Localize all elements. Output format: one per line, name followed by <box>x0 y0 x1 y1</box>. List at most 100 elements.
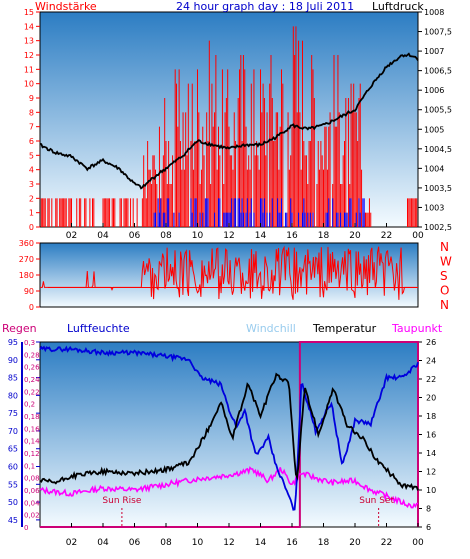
pressure-tick-label: 1007,5 <box>424 28 452 37</box>
pressure-tick-label: 1005 <box>424 125 444 134</box>
rain-tick-label: 0,12 <box>24 450 40 458</box>
wind-tick-label: 0 <box>29 223 34 232</box>
humidity-x-tick-label: 22 <box>381 538 392 548</box>
temperature-tick-label: 18 <box>426 412 436 421</box>
wind-x-tick-label: 08 <box>160 231 172 241</box>
direction-tick-label: 180 <box>19 271 34 280</box>
pressure-tick-label: 1006 <box>424 86 444 95</box>
wind-tick-label: 7 <box>29 123 34 132</box>
humidity-x-tick-label: 06 <box>129 538 141 548</box>
pressure-ticks: 1002,5 1003 1003,5 1004 1004,5 1005 1005,5 1006… <box>418 8 452 232</box>
compass-label: O <box>440 284 449 298</box>
humidity-tick-label: 70 <box>8 427 18 436</box>
wind-tick-label: 12 <box>24 51 34 60</box>
wind-tick-label: 11 <box>24 65 34 74</box>
wind-tick-label: 9 <box>29 94 34 103</box>
wind-gust-bars <box>40 26 418 227</box>
humidity-x-tick-label: 10 <box>192 538 204 548</box>
rain-tick-label: 0,1 <box>24 462 35 470</box>
pressure-tick-label: 1003 <box>424 203 444 212</box>
wind-tick-label: 8 <box>29 108 34 117</box>
rain-tick-label: 0,2 <box>24 401 35 409</box>
pressure-tick-label: 1002,5 <box>424 223 452 232</box>
rain-tick-label: 0,26 <box>24 364 40 372</box>
legend: Regen Luftfeuchte Windchill Temperatur Taupu… <box>2 322 443 335</box>
legend-item: Luftfeuchte <box>67 322 130 335</box>
direction-series <box>40 245 417 300</box>
humidity-ticks: 45 50 55 60 65 70 75 80 85 90 95 <box>8 338 40 527</box>
sun-annotations: Sun Rise Sun Set <box>102 496 394 526</box>
wind-x-tick-label: 10 <box>192 231 204 241</box>
wind-x-tick-label: 00 <box>412 231 424 241</box>
temperature-series <box>39 372 419 491</box>
direction-ticks: 0 90 180 270 360 <box>19 239 40 312</box>
humidity-tick-label: 55 <box>8 480 18 489</box>
humidity-x-tick-label: 08 <box>160 538 172 548</box>
temperature-tick-label: 24 <box>426 357 436 366</box>
wind-tick-label: 10 <box>24 80 34 89</box>
humidity-tick-label: 80 <box>8 391 18 400</box>
wind-tick-label: 1 <box>29 209 34 218</box>
temperature-tick-label: 20 <box>426 394 436 403</box>
direction-tick-label: 90 <box>24 287 34 296</box>
rain-tick-label: 0,22 <box>24 388 40 396</box>
humidity-tick-label: 50 <box>8 498 18 507</box>
wind-pressure-panel: Windstärke 24 hour graph day : 18 Juli 2… <box>24 0 452 241</box>
rain-series <box>40 341 419 528</box>
direction-trace <box>40 245 418 300</box>
wind-x-tick-label: 16 <box>286 231 298 241</box>
sunrise-label: Sun Rise <box>102 496 141 506</box>
wind-x-tick-label: 04 <box>97 231 109 241</box>
temperature-tick-label: 8 <box>426 505 431 514</box>
wind-tick-label: 14 <box>24 22 34 31</box>
pressure-tick-label: 1004 <box>424 164 444 173</box>
temperature-tick-label: 6 <box>426 523 431 532</box>
temperature-tick-label: 16 <box>426 431 436 440</box>
temperature-tick-label: 26 <box>426 338 436 347</box>
humidity-tick-label: 85 <box>8 374 18 383</box>
rain-tick-label: 0,06 <box>24 487 40 495</box>
wind-x-tick-label: 20 <box>349 231 361 241</box>
humidity-x-tick-label: 18 <box>318 538 330 548</box>
legend-item: Taupunkt <box>391 322 443 335</box>
temperature-tick-label: 10 <box>426 486 436 495</box>
wind-tick-label: 4 <box>29 166 34 175</box>
wind-x-tick-label: 06 <box>129 231 141 241</box>
humidity-tick-label: 75 <box>8 409 18 418</box>
wind-x-ticks: 02 04 06 08 10 12 14 16 18 20 22 00 <box>66 223 424 241</box>
direction-tick-label: 0 <box>29 303 34 312</box>
humidity-tick-label: 95 <box>8 338 18 347</box>
legend-item: Temperatur <box>312 322 377 335</box>
compass-label: N <box>440 240 449 254</box>
direction-tick-label: 360 <box>19 239 34 248</box>
temperature-tick-label: 12 <box>426 468 436 477</box>
luftdruck-label: Luftdruck <box>372 0 424 13</box>
legend-item: Windchill <box>246 322 296 335</box>
dewpoint-series <box>39 466 419 509</box>
wind-tick-label: 13 <box>24 37 34 46</box>
humidity-x-tick-label: 00 <box>412 538 424 548</box>
rain-tick-label: 0,3 <box>24 339 35 347</box>
temperature-line <box>39 372 419 491</box>
rain-tick-label: 0,04 <box>24 499 40 507</box>
humidity-line <box>39 345 419 511</box>
rain-tick-label: 0,18 <box>24 413 40 421</box>
chart-title: 24 hour graph day : 18 Juli 2011 <box>176 0 354 13</box>
legend-item: Regen <box>2 322 37 335</box>
direction-tick-label: 270 <box>19 255 34 264</box>
wind-x-tick-label: 12 <box>223 231 234 241</box>
rain-ticks: 0 0,02 0,04 0,06 0,08 0,1 0,12 0,14 0,16 0,18 0,2 0… <box>24 339 40 532</box>
wind-x-tick-label: 02 <box>66 231 77 241</box>
pressure-tick-label: 1003,5 <box>424 184 452 193</box>
wind-x-tick-label: 18 <box>318 231 330 241</box>
compass-label: N <box>440 298 449 312</box>
rain-tick-label: 0 <box>24 524 28 532</box>
pressure-series <box>39 52 419 190</box>
humidity-x-tick-label: 02 <box>66 538 77 548</box>
humidity-tick-label: 45 <box>8 516 18 525</box>
wind-tick-label: 5 <box>29 151 34 160</box>
